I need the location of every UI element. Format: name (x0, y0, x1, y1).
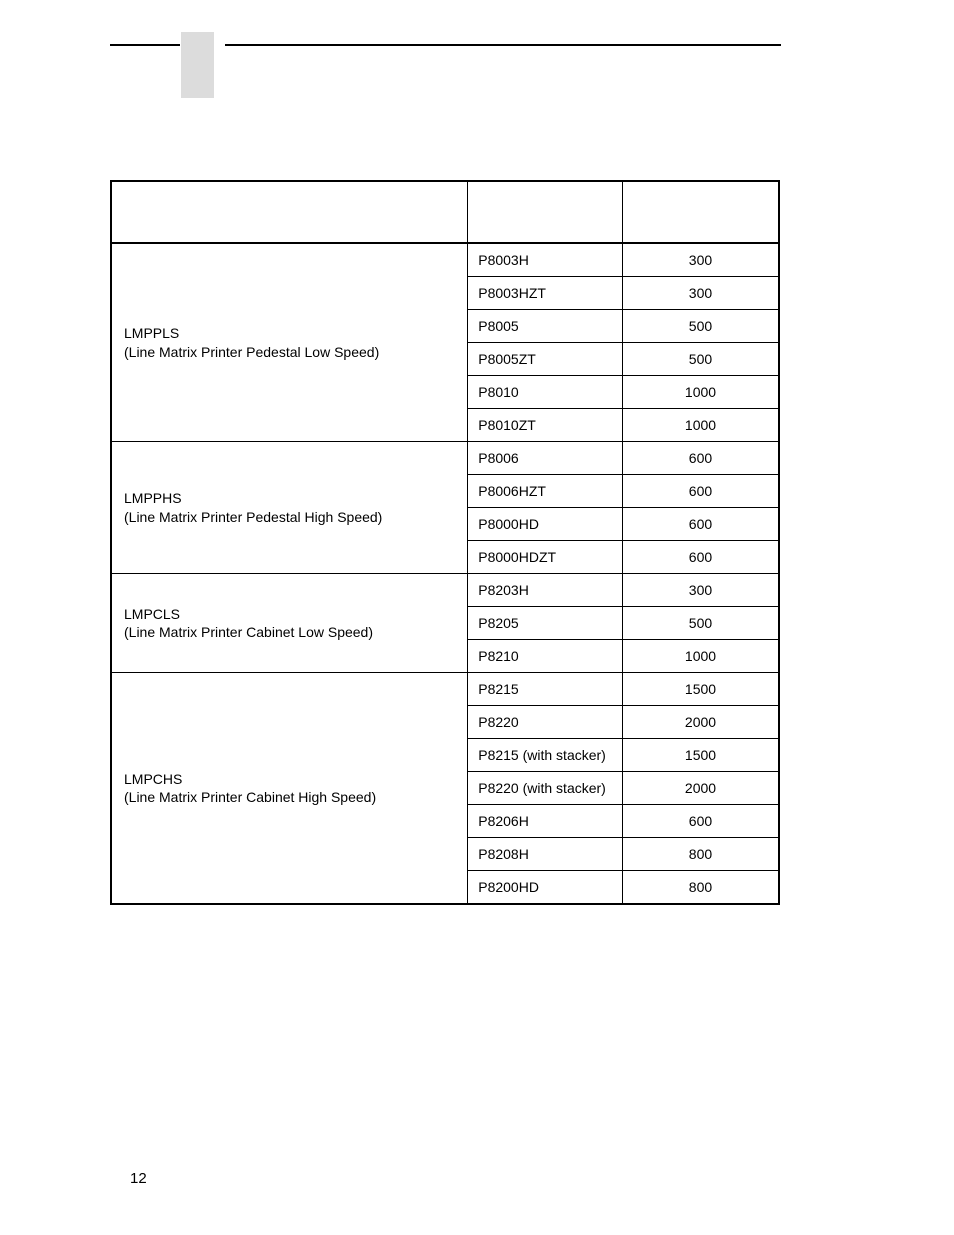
table-row: LMPPHS(Line Matrix Printer Pedestal High… (111, 442, 779, 475)
group-cell: LMPCLS(Line Matrix Printer Cabinet Low S… (111, 574, 468, 673)
table-row: LMPPLS(Line Matrix Printer Pedestal Low … (111, 243, 779, 277)
group-name: LMPCHS (124, 770, 457, 788)
model-cell: P8006HZT (468, 475, 623, 508)
speed-cell: 1000 (622, 640, 779, 673)
table-header-col1 (111, 181, 468, 243)
table-header-row (111, 181, 779, 243)
model-cell: P8005ZT (468, 343, 623, 376)
model-cell: P8200HD (468, 871, 623, 905)
speed-cell: 600 (622, 442, 779, 475)
group-name: LMPPLS (124, 324, 457, 342)
model-cell: P8203H (468, 574, 623, 607)
model-cell: P8220 (with stacker) (468, 772, 623, 805)
group-description: (Line Matrix Printer Cabinet Low Speed) (124, 623, 457, 641)
group-description: (Line Matrix Printer Pedestal High Speed… (124, 508, 457, 526)
header-gray-block (181, 32, 214, 98)
speed-cell: 800 (622, 838, 779, 871)
model-cell: P8003HZT (468, 277, 623, 310)
printer-table: LMPPLS(Line Matrix Printer Pedestal Low … (110, 180, 780, 905)
table-row: LMPCHS(Line Matrix Printer Cabinet High … (111, 673, 779, 706)
group-description: (Line Matrix Printer Cabinet High Speed) (124, 788, 457, 806)
speed-cell: 500 (622, 310, 779, 343)
table-row: LMPCLS(Line Matrix Printer Cabinet Low S… (111, 574, 779, 607)
model-cell: P8000HD (468, 508, 623, 541)
speed-cell: 2000 (622, 772, 779, 805)
model-cell: P8215 (with stacker) (468, 739, 623, 772)
speed-cell: 300 (622, 243, 779, 277)
model-cell: P8208H (468, 838, 623, 871)
page-number: 12 (130, 1170, 147, 1187)
speed-cell: 600 (622, 475, 779, 508)
speed-cell: 300 (622, 574, 779, 607)
table-header-col3 (622, 181, 779, 243)
model-cell: P8010ZT (468, 409, 623, 442)
model-cell: P8215 (468, 673, 623, 706)
printer-table-container: LMPPLS(Line Matrix Printer Pedestal Low … (110, 180, 780, 905)
model-cell: P8006 (468, 442, 623, 475)
model-cell: P8003H (468, 243, 623, 277)
model-cell: P8206H (468, 805, 623, 838)
speed-cell: 500 (622, 607, 779, 640)
model-cell: P8005 (468, 310, 623, 343)
speed-cell: 1000 (622, 409, 779, 442)
header-rule-right (225, 44, 781, 46)
group-description: (Line Matrix Printer Pedestal Low Speed) (124, 343, 457, 361)
model-cell: P8010 (468, 376, 623, 409)
speed-cell: 1000 (622, 376, 779, 409)
speed-cell: 500 (622, 343, 779, 376)
speed-cell: 1500 (622, 739, 779, 772)
speed-cell: 600 (622, 541, 779, 574)
speed-cell: 600 (622, 508, 779, 541)
model-cell: P8210 (468, 640, 623, 673)
group-name: LMPPHS (124, 489, 457, 507)
group-name: LMPCLS (124, 605, 457, 623)
model-cell: P8205 (468, 607, 623, 640)
table-body: LMPPLS(Line Matrix Printer Pedestal Low … (111, 243, 779, 904)
model-cell: P8220 (468, 706, 623, 739)
group-cell: LMPPHS(Line Matrix Printer Pedestal High… (111, 442, 468, 574)
table-header-col2 (468, 181, 623, 243)
speed-cell: 600 (622, 805, 779, 838)
speed-cell: 2000 (622, 706, 779, 739)
group-cell: LMPCHS(Line Matrix Printer Cabinet High … (111, 673, 468, 905)
header-rule-left (110, 44, 180, 46)
group-cell: LMPPLS(Line Matrix Printer Pedestal Low … (111, 243, 468, 442)
speed-cell: 800 (622, 871, 779, 905)
speed-cell: 300 (622, 277, 779, 310)
speed-cell: 1500 (622, 673, 779, 706)
model-cell: P8000HDZT (468, 541, 623, 574)
